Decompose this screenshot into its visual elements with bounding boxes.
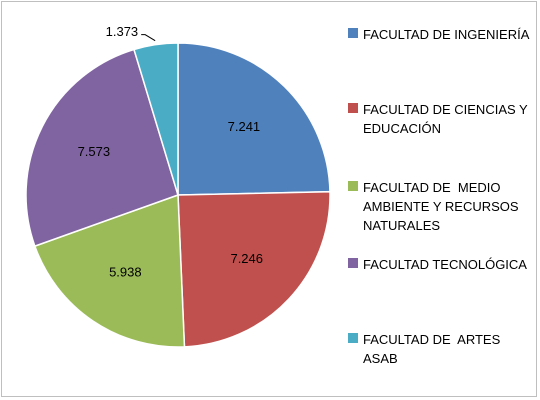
legend-swatch [348, 28, 358, 38]
legend-item: FACULTAD DE CIENCIAS Y EDUCACIÓN [348, 100, 538, 138]
pie-slice [177, 42, 331, 196]
legend-swatch [348, 181, 358, 191]
data-label: 7.246 [230, 251, 263, 266]
legend-item: FACULTAD DE ARTES ASAB [348, 330, 538, 368]
pie-slice [25, 48, 179, 248]
legend-label: FACULTAD DE MEDIO AMBIENTE Y RECURSOS NA… [363, 180, 523, 233]
pie-slice [177, 190, 331, 348]
legend-item: FACULTAD TECNOLÓGICA [348, 255, 538, 274]
legend-item: FACULTAD DE MEDIO AMBIENTE Y RECURSOS NA… [348, 178, 538, 235]
legend-item: FACULTAD DE INGENIERÍA [348, 25, 538, 44]
pie-slice [133, 42, 179, 196]
leader-line [141, 34, 156, 42]
legend-label: FACULTAD TECNOLÓGICA [363, 257, 527, 272]
data-label: 5.938 [109, 265, 142, 280]
legend-label: FACULTAD DE ARTES ASAB [363, 332, 504, 366]
legend-label: FACULTAD DE INGENIERÍA [363, 27, 530, 42]
legend-swatch [348, 333, 358, 343]
legend-label: FACULTAD DE CIENCIAS Y EDUCACIÓN [363, 102, 532, 136]
data-label: 7.241 [228, 119, 261, 134]
legend-swatch [348, 258, 358, 268]
legend-swatch [348, 103, 358, 113]
data-label: 1.373 [106, 24, 139, 39]
data-label: 7.573 [78, 144, 111, 159]
